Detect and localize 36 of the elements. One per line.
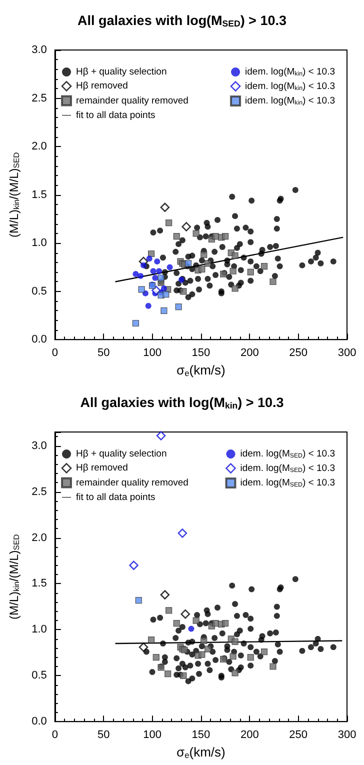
y-tick-label: 2.0: [32, 532, 47, 544]
x-tick-label: 50: [97, 347, 110, 360]
x-tick-label: 100: [143, 347, 162, 360]
legend-label: Hβ removed: [76, 80, 128, 92]
legend-label: Hβ + quality selection: [76, 448, 167, 460]
y-tick-label: 1.5: [32, 578, 47, 590]
x-tick-label: 0: [52, 729, 58, 742]
legend-label: fit to all data points: [76, 492, 156, 503]
x-tick-label: 150: [192, 729, 210, 742]
x-tick-label: 100: [143, 729, 162, 742]
x-tick-label: 50: [97, 729, 110, 742]
y-tick-label: 0.5: [32, 285, 47, 298]
y-tick-label: 1.5: [32, 188, 47, 201]
legend-label: remainder quality removed: [76, 477, 188, 488]
x-tick-label: 300: [338, 347, 356, 360]
y-tick-label: 2.5: [32, 92, 47, 104]
y-tick-label: 0.5: [32, 670, 47, 682]
x-tick-label: 0: [52, 347, 58, 360]
x-tick-label: 300: [338, 729, 356, 742]
legend-label: Hβ removed: [76, 462, 128, 474]
legend-label: fit to all data points: [76, 110, 156, 121]
y-tick-label: 0.0: [32, 334, 47, 346]
x-tick-label: 250: [289, 347, 308, 360]
y-tick-label: 2.5: [32, 486, 47, 498]
x-tick-label: 200: [240, 729, 259, 742]
y-tick-label: 3.0: [32, 440, 47, 452]
x-tick-label: 150: [192, 347, 210, 360]
legend-label: remainder quality removed: [76, 95, 188, 106]
legend-label: Hβ + quality selection: [76, 66, 167, 78]
x-tick-label: 250: [289, 729, 308, 742]
y-tick-label: 0.0: [32, 716, 47, 728]
y-tick-label: 1.0: [32, 624, 47, 636]
y-tick-label: 2.0: [32, 140, 47, 153]
y-tick-label: 1.0: [32, 237, 47, 250]
x-tick-label: 200: [240, 347, 259, 360]
y-tick-label: 3.0: [32, 44, 47, 56]
